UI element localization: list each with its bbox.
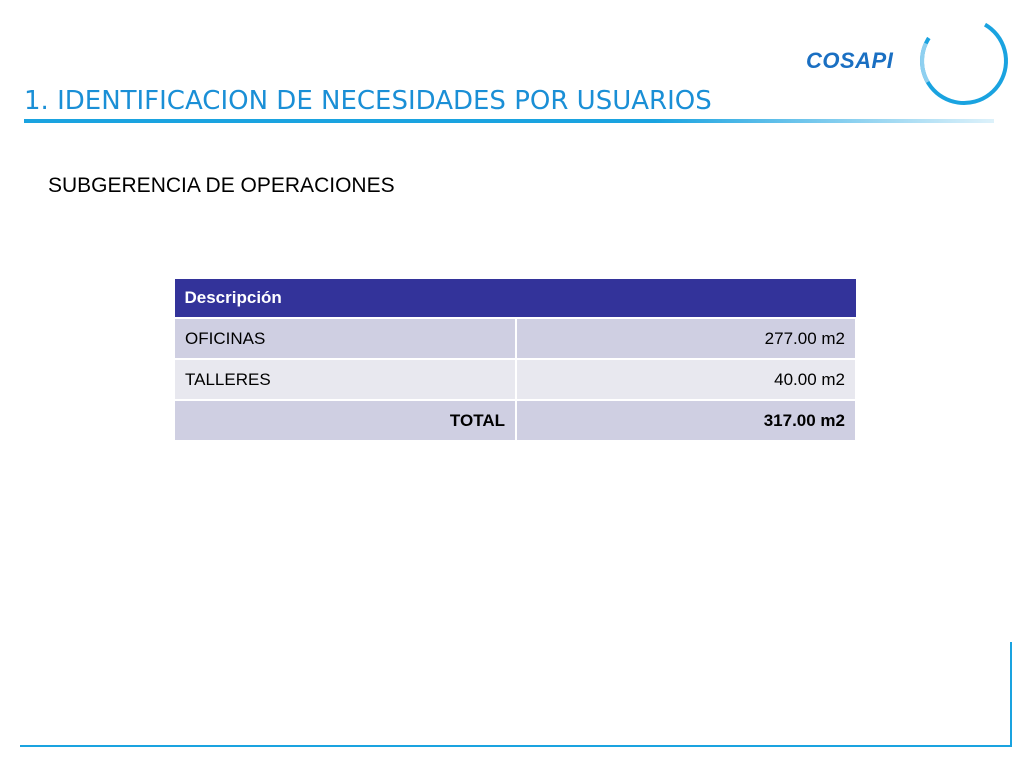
cosapi-logo-text: COSAPI [806,48,894,73]
row-label: OFICINAS [173,317,517,360]
area-table: Descripción OFICINAS 277.00 m2 TALLERES … [173,278,857,442]
frame-line-horizontal [20,745,1012,747]
row-label: TALLERES [173,358,517,401]
total-value: 317.00 m2 [515,399,857,442]
frame-line-vertical [1010,642,1012,746]
slide-title: 1. IDENTIFICACION DE NECESIDADES POR USU… [24,86,712,116]
row-value: 40.00 m2 [515,358,857,401]
table-total-row: TOTAL 317.00 m2 [173,399,857,442]
row-value: 277.00 m2 [515,317,857,360]
table-header-row: Descripción [173,278,857,319]
table-row: TALLERES 40.00 m2 [173,358,857,401]
cosapi-logo-ring-icon [920,17,1008,105]
table-row: OFICINAS 277.00 m2 [173,317,857,360]
title-underline [24,119,994,123]
table-header: Descripción [173,278,857,319]
section-subtitle: SUBGERENCIA DE OPERACIONES [48,174,395,197]
total-label: TOTAL [173,399,517,442]
